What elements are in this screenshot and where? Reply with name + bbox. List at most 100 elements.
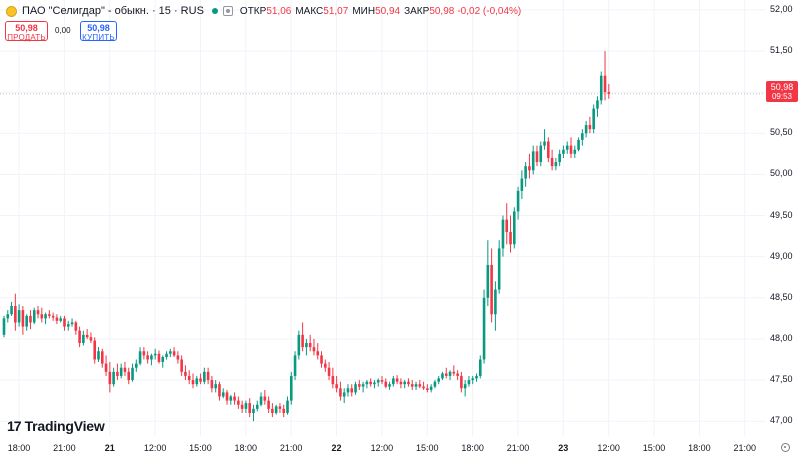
candle-body (203, 371, 206, 382)
chart-grid (0, 0, 765, 436)
candle (520, 170, 524, 200)
candle (119, 363, 123, 379)
candle-body (592, 108, 595, 130)
candle-body (48, 314, 51, 316)
candle (403, 380, 406, 389)
candle-body (221, 392, 225, 397)
candle-body (180, 359, 183, 372)
candle (354, 381, 357, 395)
candle (157, 350, 161, 364)
chart-settings-gear-icon[interactable] (781, 443, 790, 452)
candle (59, 315, 62, 323)
candle (100, 348, 104, 368)
candle (70, 318, 74, 327)
candle (327, 361, 331, 381)
x-tick-label: 21:00 (733, 443, 757, 453)
candle-body (312, 347, 316, 352)
candle (233, 392, 236, 405)
candle (320, 351, 323, 368)
candle (565, 141, 569, 154)
candle-body (324, 363, 327, 368)
candle-body (63, 318, 66, 327)
candle (237, 396, 240, 409)
candle (278, 403, 282, 413)
candle (263, 389, 267, 405)
candle (581, 129, 584, 146)
symbol-logo-icon (6, 5, 17, 17)
symbol-title[interactable]: ПАО "Селигдар" - обыкн. · 15 · RUS (22, 5, 204, 17)
candle-body (66, 324, 70, 327)
y-tick-label: 49,00 (770, 250, 793, 261)
candle-body (252, 408, 255, 413)
candle (584, 120, 588, 138)
candle (146, 351, 149, 364)
candle-body (339, 388, 342, 397)
candle-body (603, 75, 607, 93)
candle (429, 384, 433, 393)
candle (380, 375, 384, 385)
candle-body (2, 318, 6, 335)
candle-body (342, 392, 346, 397)
candle (6, 310, 10, 323)
buy-button[interactable]: 50,98 КУПИТЬ (80, 21, 117, 42)
candle (187, 370, 191, 385)
candle-body (100, 351, 104, 364)
candle-body (153, 353, 157, 356)
candle-body (490, 264, 493, 315)
y-tick-label: 47,00 (770, 415, 793, 426)
candle-body (433, 381, 437, 387)
candle-body (104, 363, 108, 372)
candle (97, 347, 100, 362)
candle (14, 293, 17, 331)
candle (29, 310, 32, 330)
candle (142, 347, 146, 360)
candle (214, 380, 217, 393)
candle (74, 320, 78, 335)
candle-body (565, 145, 569, 150)
ohlc-values: ОТКР 51,06 МАКС 51,07 МИН 50,94 ЗАКР 50,… (239, 6, 524, 17)
sell-button[interactable]: 50,98 ПРОДАТЬ (5, 21, 48, 42)
candle (17, 304, 21, 327)
candle-body (214, 384, 217, 389)
y-tick-label: 51,50 (770, 45, 793, 55)
candle-body (569, 145, 573, 154)
candle-body (17, 310, 21, 323)
candle-body (157, 353, 161, 362)
candle-body (267, 400, 270, 409)
candle (547, 137, 550, 163)
candle-body (418, 384, 422, 387)
candle (199, 373, 202, 385)
candle (274, 404, 278, 415)
candle (414, 381, 418, 390)
candle-body (165, 353, 168, 358)
candle (93, 337, 97, 364)
candle (297, 330, 301, 360)
candle-body (535, 151, 539, 163)
candle-body (293, 355, 297, 376)
candle-body (289, 375, 293, 401)
visibility-eye-icon[interactable] (222, 6, 233, 16)
candle-body (70, 322, 74, 325)
candle-body (248, 403, 251, 413)
candle (528, 153, 531, 179)
candle (388, 381, 391, 390)
candle (358, 380, 361, 390)
candle-body (361, 384, 365, 387)
candle (135, 359, 138, 372)
candle-body (460, 375, 463, 389)
candle (407, 378, 410, 387)
candle (40, 307, 44, 323)
candle (221, 388, 225, 399)
candle-body (282, 408, 286, 413)
candle (44, 312, 47, 325)
candle (153, 348, 157, 360)
candle-body (376, 380, 380, 383)
candle-body (380, 380, 384, 382)
candle (339, 381, 342, 401)
candle (603, 51, 607, 101)
market-status-dot-icon[interactable] (211, 8, 218, 14)
candle (267, 396, 270, 413)
tradingview-logo[interactable]: 17 TradingView (7, 418, 105, 434)
tradingview-mark-icon: 17 (7, 418, 22, 434)
